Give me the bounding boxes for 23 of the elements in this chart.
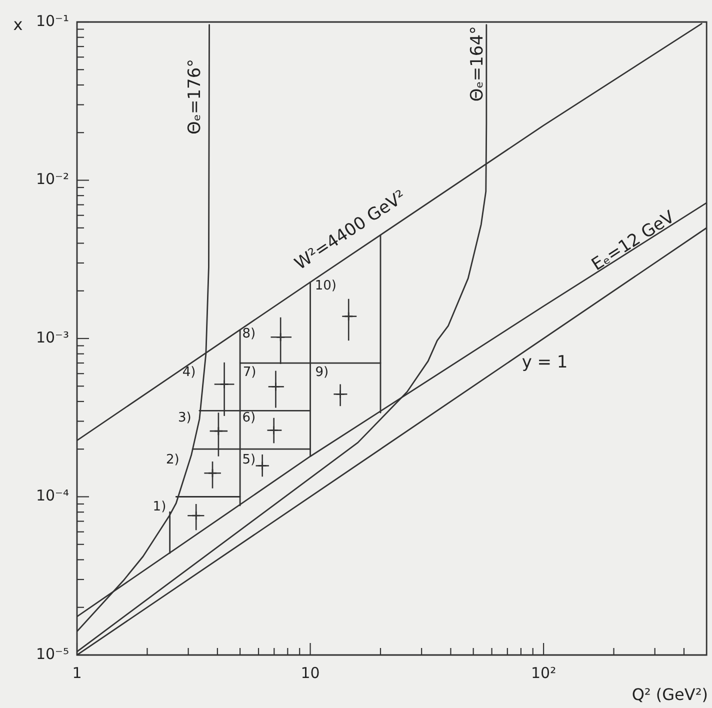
y-tick-label: 10⁻¹ (36, 12, 69, 30)
annotation: 8) (242, 326, 256, 342)
annotation: 3) (178, 410, 192, 426)
y-tick-label: 10⁻⁴ (36, 486, 69, 505)
annotation: Θₑ=176° (184, 58, 205, 135)
annotation: 6) (242, 410, 256, 426)
x-tick-label: 1 (72, 664, 82, 682)
y-axis-title: x (13, 15, 23, 34)
annotation: 10) (314, 278, 337, 294)
annotation: 4) (182, 365, 196, 380)
annotation: 2) (166, 452, 180, 468)
x-axis-title: Q² (GeV²) (632, 685, 708, 704)
annotation: 7) (242, 365, 256, 380)
annotation: 9) (315, 365, 329, 380)
annotation: Θₑ=164° (467, 26, 488, 102)
x-tick-label: 10² (530, 664, 556, 682)
y-tick-label: 10⁻³ (36, 328, 69, 346)
annotation: 5) (242, 452, 256, 468)
y-tick-label: 10⁻⁵ (36, 644, 69, 663)
annotation: 1) (152, 500, 166, 515)
x-tick-label: 10 (300, 664, 320, 682)
y-tick-label: 10⁻² (36, 170, 69, 188)
annotation: y = 1 (522, 352, 568, 373)
